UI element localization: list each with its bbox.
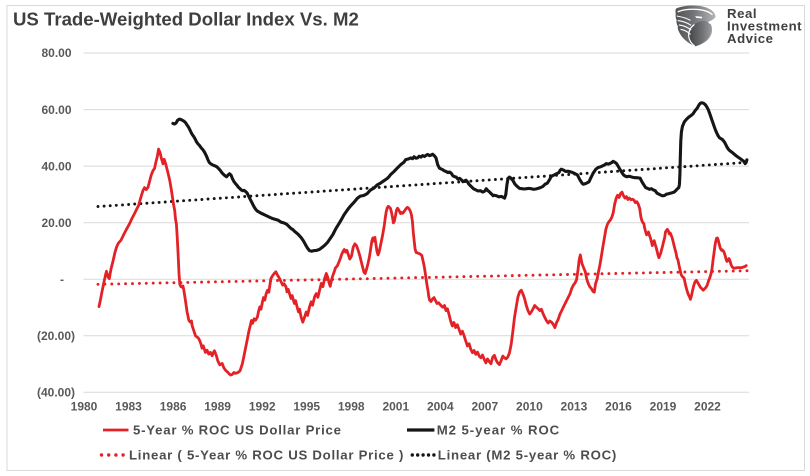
svg-text:5-Year % ROC US Dollar Price: 5-Year % ROC US Dollar Price [133,423,342,438]
svg-text:1989: 1989 [204,400,231,414]
svg-text:2001: 2001 [382,400,409,414]
svg-text:-: - [60,272,64,286]
svg-text:2007: 2007 [471,400,498,414]
svg-text:2004: 2004 [427,400,454,414]
svg-text:2019: 2019 [650,400,677,414]
svg-text:2016: 2016 [605,400,632,414]
svg-text:1986: 1986 [160,400,187,414]
svg-text:1995: 1995 [293,400,320,414]
svg-text:Linear (M2 5-year % ROC): Linear (M2 5-year % ROC) [438,448,617,463]
svg-text:Real: Real [727,6,757,21]
svg-text:60.00: 60.00 [41,103,71,117]
svg-text:(20.00): (20.00) [37,329,75,343]
svg-text:2010: 2010 [516,400,543,414]
svg-text:US Trade-Weighted Dollar Index: US Trade-Weighted Dollar Index Vs. M2 [13,9,359,30]
svg-text:Investment: Investment [727,19,802,34]
svg-text:2022: 2022 [694,400,721,414]
svg-text:1992: 1992 [249,400,276,414]
svg-text:Advice: Advice [727,31,774,46]
svg-text:(40.00): (40.00) [37,386,75,400]
svg-text:40.00: 40.00 [41,159,71,173]
svg-text:1983: 1983 [115,400,142,414]
svg-text:1980: 1980 [71,400,98,414]
svg-text:M2 5-year % ROC: M2 5-year % ROC [437,423,560,438]
svg-text:80.00: 80.00 [41,46,71,60]
svg-text:Linear ( 5-Year % ROC US Dolla: Linear ( 5-Year % ROC US Dollar Price ) [129,448,404,463]
svg-text:1998: 1998 [338,400,365,414]
svg-text:20.00: 20.00 [41,216,71,230]
svg-text:2013: 2013 [561,400,588,414]
